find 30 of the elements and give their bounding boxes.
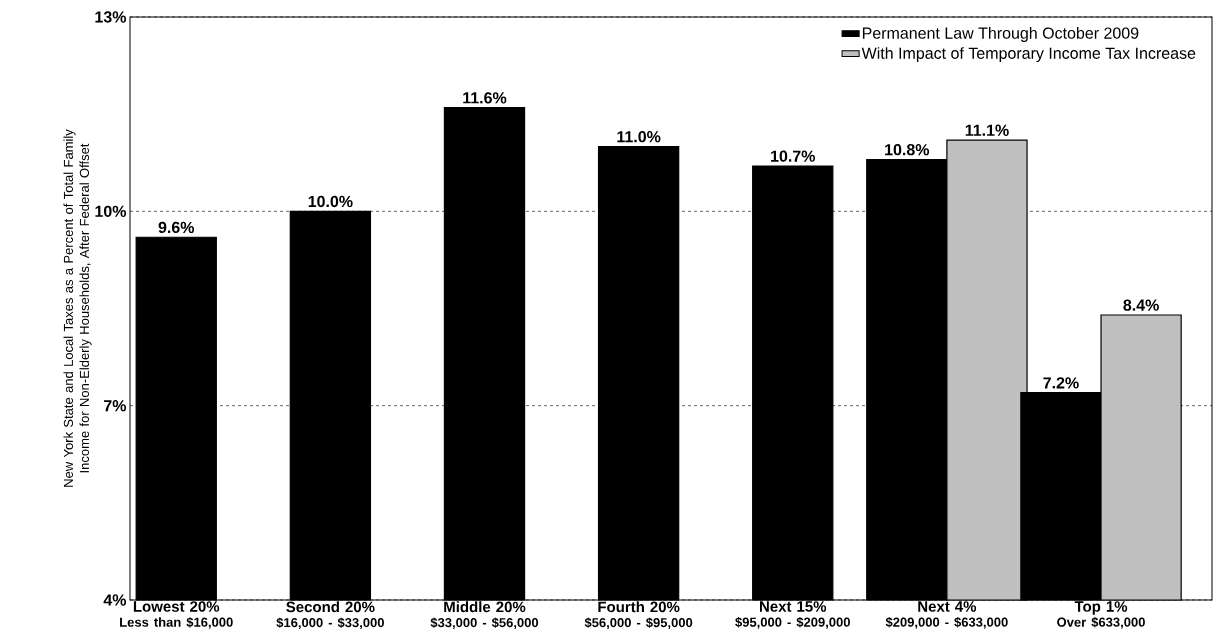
data-label: 9.6% — [158, 221, 195, 234]
x-tick-label: Lowest 20% — [133, 601, 220, 612]
data-label: 11.0% — [617, 131, 661, 143]
x-tick-label: Second 20% — [286, 601, 375, 613]
y-tick-label: 13% — [95, 11, 127, 23]
text: $56,000 - $95,000 — [584, 617, 693, 630]
data-label: 11.1% — [965, 124, 1009, 136]
y-tick-label: 10% — [95, 205, 127, 217]
text: Over $633,000 — [1057, 616, 1145, 629]
text: $209,000 - $633,000 — [885, 616, 1008, 629]
y-tick-label: 7% — [104, 400, 127, 412]
data-label: 10.8% — [885, 143, 930, 156]
data-label: 10.0% — [308, 195, 353, 208]
x-tick-label: Top 1% — [1074, 601, 1128, 615]
x-tick-label: Next 15% — [760, 601, 827, 612]
x-tick-label: Next 4% — [918, 601, 977, 612]
data-label: 8.4% — [1123, 299, 1159, 311]
text: $16,000 - $33,000 — [276, 617, 384, 630]
text: Less than $16,000 — [120, 617, 233, 629]
x-tick-label: Middle 20% — [444, 601, 526, 613]
legend-label: With Impact of Temporary Income Tax Increase — [861, 47, 1196, 63]
data-label: 11.6% — [463, 92, 507, 104]
x-tick-label: Fourth 20% — [598, 601, 680, 613]
y-axis-title: New York State and Local Taxes as a Percent of Total Family Income for Non-Elderly Households, After Federal Offset — [63, 129, 92, 487]
data-label: 10.7% — [771, 150, 816, 162]
legend-label: Permanent Law Through October 2009 — [862, 27, 1139, 42]
y-tick-label: 4% — [103, 594, 127, 606]
text: $33,000 - $56,000 — [430, 617, 539, 630]
data-label: 7.2% — [1043, 377, 1079, 389]
text: $95,000 - $209,000 — [735, 616, 850, 629]
